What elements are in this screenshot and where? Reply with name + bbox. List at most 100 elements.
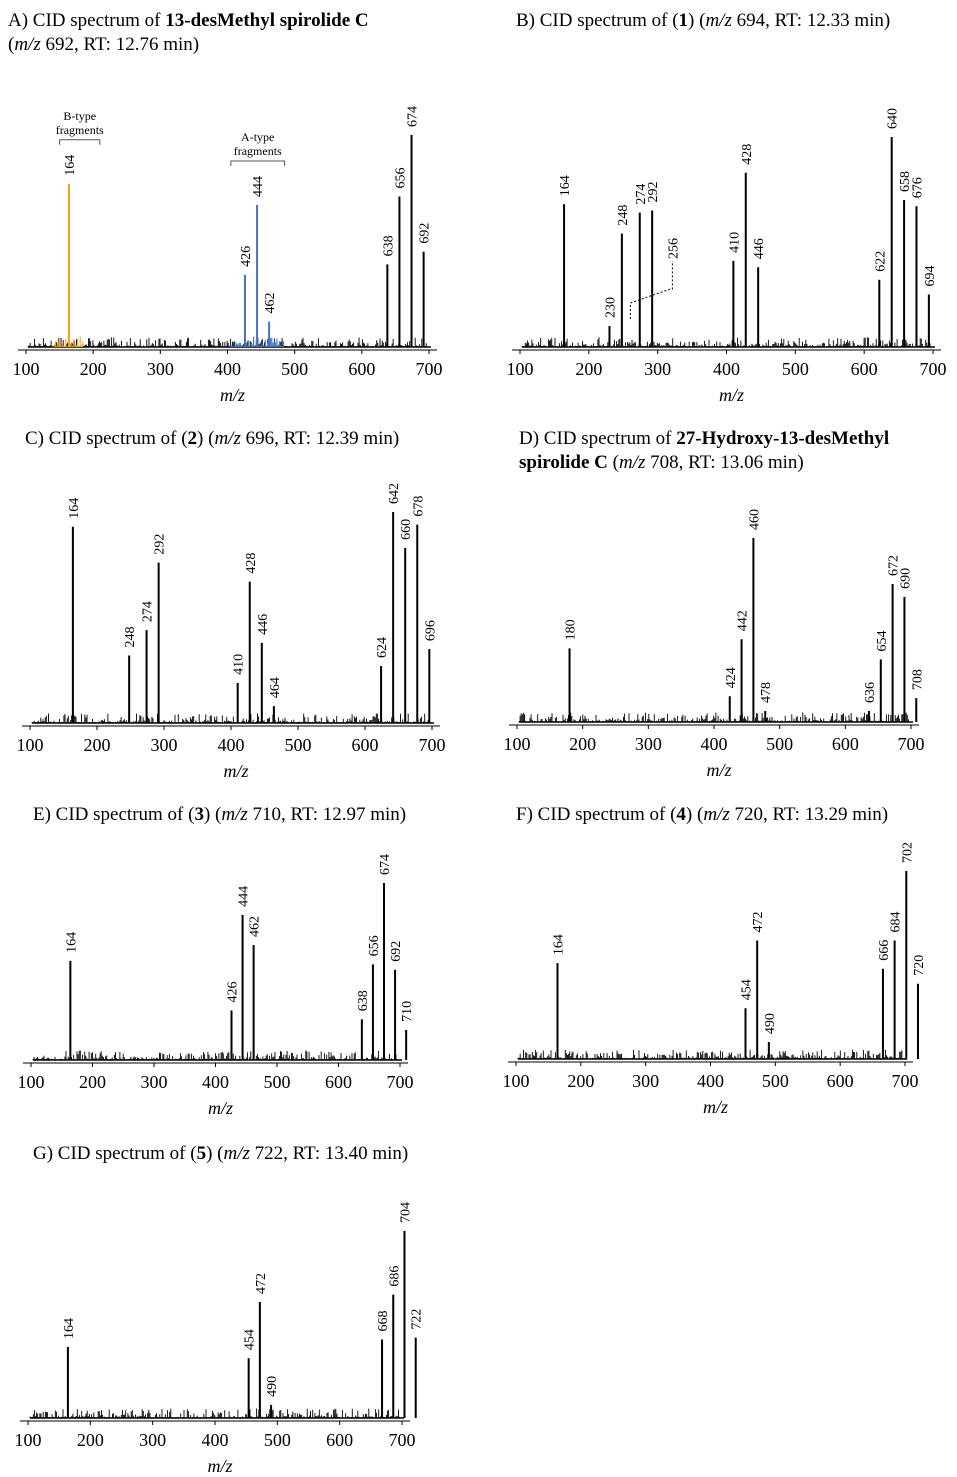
x-tick-label: 300 (147, 359, 174, 379)
noise-trace (27, 337, 427, 347)
peak-label-472: 472 (751, 912, 766, 933)
peak-label-454: 454 (243, 1329, 258, 1350)
peak-label-708: 708 (910, 669, 925, 690)
peak-label-674: 674 (406, 106, 421, 127)
noise-trace (518, 712, 909, 722)
panel-d: D) CID spectrum of 27-Hydroxy-13-desMeth… (478, 410, 957, 795)
panel-e-plot: 100 200 300 400 500 600 700 m/z 164 426 444 462 638 6… (18, 854, 416, 1118)
title-mz-label: m/z (705, 10, 732, 31)
x-tick-label: 400 (214, 359, 241, 379)
peak-label-164: 164 (67, 498, 82, 519)
x-axis-label: m/z (223, 761, 248, 781)
panel-d-plot: 100 200 300 400 500 600 700 m/z 180 424 442 460 478 6… (504, 509, 926, 780)
annotation-text: B-type (63, 109, 96, 123)
peak-label-464: 464 (268, 677, 283, 698)
dashed-leader (629, 261, 673, 319)
x-axis-label: m/z (719, 385, 744, 405)
peak-label-684: 684 (889, 912, 904, 933)
title-compound: 2 (187, 428, 198, 449)
title-mz-rest: 694, RT: 12.33 min) (731, 10, 891, 31)
peak-label-446: 446 (256, 614, 271, 635)
peak-label-638: 638 (381, 235, 396, 256)
panel-b-title: B) CID spectrum of (1) (m/z 694, RT: 12.… (516, 9, 890, 33)
annotation-text: fragments (56, 123, 104, 137)
peak-label-676: 676 (910, 177, 925, 198)
peak-label-248: 248 (616, 205, 631, 226)
peak-label-686: 686 (387, 1266, 402, 1287)
x-tick-label: 500 (762, 1071, 789, 1091)
x-tick-label: 600 (325, 1072, 352, 1092)
peak-label-164: 164 (64, 932, 79, 953)
x-tick-label: 600 (827, 1071, 854, 1091)
peak-label-424: 424 (724, 667, 739, 688)
panel-a-title: A) CID spectrum of 13-desMethyl spirolid… (8, 9, 369, 57)
x-tick-label: 100 (507, 359, 534, 379)
x-tick-label: 400 (202, 1430, 229, 1450)
panel-a-plot: 100 200 300 400 500 600 700 m/z 164 426 444 462 638 6… (13, 106, 443, 405)
peak-label-274: 274 (634, 184, 649, 205)
x-tick-label: 500 (766, 734, 793, 754)
noise-trace (29, 1408, 401, 1418)
peak-label-490: 490 (265, 1376, 280, 1397)
x-axis-label: m/z (208, 1098, 233, 1118)
peak-label-666: 666 (877, 940, 892, 961)
title-prefix: E) CID spectrum of ( (33, 804, 195, 825)
peak-label-702: 702 (900, 842, 915, 863)
x-tick-label: 700 (387, 1072, 414, 1092)
peak-label-674: 674 (378, 854, 393, 875)
x-tick-label: 700 (892, 1071, 919, 1091)
x-tick-label: 700 (416, 359, 443, 379)
fragment-trace (229, 336, 285, 347)
peak-label-164: 164 (63, 155, 78, 176)
peak-label-638: 638 (356, 990, 371, 1011)
peak-label-692: 692 (418, 223, 433, 244)
x-tick-label: 400 (713, 359, 740, 379)
peak-label-704: 704 (398, 1202, 413, 1223)
peak-label-230: 230 (603, 297, 618, 318)
noise-trace (517, 1049, 903, 1059)
panel-f-title: F) CID spectrum of (4) (m/z 720, RT: 13.… (516, 803, 888, 827)
annotation-text: A-type (241, 130, 274, 144)
peak-label-426: 426 (225, 981, 240, 1002)
x-tick-label: 100 (503, 1071, 530, 1091)
x-tick-label: 100 (13, 359, 40, 379)
peak-label-720: 720 (912, 955, 927, 976)
panel-c: C) CID spectrum of (2) (m/z 696, RT: 12.… (0, 410, 478, 795)
peak-label-660: 660 (399, 519, 414, 540)
x-tick-label: 200 (569, 734, 596, 754)
peak-label-274: 274 (141, 601, 156, 622)
x-tick-label: 200 (80, 359, 107, 379)
x-tick-label: 700 (898, 734, 925, 754)
x-tick-label: 300 (151, 735, 178, 755)
peak-label-292: 292 (646, 182, 661, 203)
peak-label-694: 694 (923, 266, 938, 287)
title-compound: 1 (678, 10, 689, 31)
title-compound: 13-desMethyl spirolide C (165, 10, 369, 31)
x-tick-label: 200 (567, 1071, 594, 1091)
noise-trace (521, 337, 931, 347)
x-tick-label: 600 (851, 359, 878, 379)
panel-e: E) CID spectrum of (3) (m/z 710, RT: 12.… (0, 795, 478, 1135)
panel-c-title: C) CID spectrum of (2) (m/z 696, RT: 12.… (25, 427, 399, 451)
noise-trace (31, 713, 430, 723)
panel-e-title: E) CID spectrum of (3) (m/z 710, RT: 12.… (33, 803, 406, 827)
x-tick-label: 300 (632, 1071, 659, 1091)
peak-label-428: 428 (244, 553, 259, 574)
peak-label-624: 624 (375, 637, 390, 658)
peak-label-472: 472 (254, 1273, 269, 1294)
title-prefix: B) CID spectrum of ( (516, 10, 679, 31)
peak-label-462: 462 (248, 916, 263, 937)
peak-label-622: 622 (873, 251, 888, 272)
title-mz-prefix: ) ( (203, 804, 222, 825)
peak-label-690: 690 (898, 568, 913, 589)
title-mz-prefix: ) ( (685, 804, 704, 825)
title-mz-label: m/z (618, 452, 646, 473)
x-tick-label: 300 (644, 359, 671, 379)
x-tick-label: 200 (77, 1430, 104, 1450)
panel-f-plot: 100 200 300 400 500 600 700 m/z 164 454 472 490 666 6… (503, 842, 927, 1117)
title-prefix: D) CID spectrum of (519, 428, 677, 449)
x-tick-label: 200 (575, 359, 602, 379)
title-mz-rest: 710, RT: 12.97 min) (247, 804, 407, 825)
x-tick-label: 100 (17, 735, 44, 755)
